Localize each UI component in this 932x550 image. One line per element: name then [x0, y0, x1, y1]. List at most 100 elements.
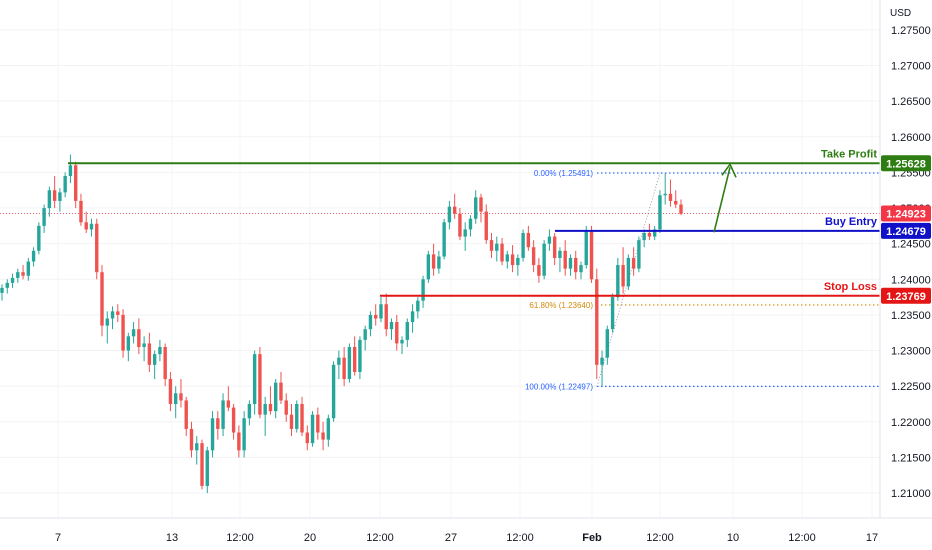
annotations[interactable] — [713, 162, 737, 233]
candle-body — [31, 250, 36, 262]
candle-body — [163, 346, 167, 380]
grid — [0, 0, 880, 518]
candle-body — [210, 418, 215, 451]
candle-body — [637, 240, 641, 269]
projection-arrow[interactable] — [713, 167, 731, 233]
candle-body — [484, 211, 488, 241]
price-tick-label: 1.24500 — [891, 239, 931, 251]
candle-body — [605, 329, 610, 358]
candle-body — [179, 393, 183, 401]
candle-body — [337, 357, 341, 365]
price-badge-label: 1.23769 — [886, 291, 926, 303]
candle-body — [5, 282, 9, 288]
candle-body — [479, 197, 483, 212]
candle-body — [42, 208, 46, 226]
candle-body — [389, 322, 394, 330]
candle-body — [537, 265, 541, 276]
candle-body — [384, 304, 388, 330]
candle-body — [195, 443, 199, 451]
candle-body — [516, 257, 520, 266]
candle-body — [647, 232, 652, 237]
candle-body — [652, 229, 657, 237]
candle-body — [474, 197, 478, 219]
candle-body — [405, 322, 409, 340]
level-label: Stop Loss — [824, 281, 877, 293]
candle-body — [95, 223, 99, 273]
candle-body — [631, 257, 636, 269]
candle-body — [326, 418, 331, 440]
candle-body — [247, 403, 252, 419]
candle-body — [358, 339, 362, 372]
time-tick-label: 10 — [727, 532, 739, 544]
price-badge-label: 1.24923 — [886, 209, 926, 221]
candle-body — [152, 354, 157, 365]
candle-body — [663, 193, 667, 196]
trade-levels[interactable]: Take Profit Buy Entry Stop Loss — [68, 148, 880, 297]
candle-body — [452, 206, 457, 214]
candle-body — [468, 218, 473, 230]
currency-label: USD — [890, 8, 911, 19]
price-axis[interactable]: 1.275001.270001.265001.260001.255001.250… — [891, 25, 931, 500]
candle-body — [89, 223, 94, 230]
candle-body — [116, 311, 120, 315]
price-badge-label: 1.25628 — [886, 158, 926, 170]
candle-body — [131, 329, 136, 337]
candle-body — [184, 400, 188, 429]
price-badge — [881, 205, 931, 222]
candle-body — [121, 314, 125, 351]
time-tick-label: 12:00 — [788, 532, 816, 544]
candle-body — [658, 195, 662, 230]
time-tick-label: 13 — [166, 532, 178, 544]
price-tick-label: 1.21500 — [891, 452, 931, 464]
time-tick-label: 17 — [866, 532, 878, 544]
candle-body — [16, 272, 20, 278]
candle-body — [542, 243, 546, 276]
candle-body — [147, 343, 152, 365]
time-tick-label: 12:00 — [646, 532, 674, 544]
candle-body — [258, 354, 262, 415]
candle-body — [410, 311, 415, 323]
candle-body — [379, 304, 383, 319]
candle-body — [200, 443, 204, 486]
time-axis[interactable]: 7 13 12:00 20 12:00 27 12:00 Feb 12:00 10 12:00 17 — [55, 532, 878, 544]
price-badge — [881, 222, 931, 239]
candle-body — [105, 318, 109, 326]
candle-body — [531, 247, 536, 266]
candle-body — [352, 346, 357, 372]
candlesticks — [0, 154, 683, 494]
candle-body — [347, 346, 352, 380]
candle-body — [252, 354, 257, 404]
time-tick-label: 12:00 — [366, 532, 394, 544]
candle-body — [416, 300, 420, 312]
candle-body — [10, 277, 15, 283]
candle-body — [589, 230, 594, 280]
candle-body — [58, 192, 62, 201]
candle-body — [363, 329, 367, 340]
candle-body — [495, 243, 499, 251]
candle-body — [137, 329, 141, 347]
time-tick-label: Feb — [582, 532, 602, 544]
candle-body — [231, 407, 236, 433]
candle-body — [100, 272, 104, 326]
candle-body — [21, 272, 25, 276]
candle-body — [679, 204, 683, 214]
candle-body — [279, 382, 283, 401]
candle-body — [374, 314, 378, 319]
candle-body — [558, 250, 562, 258]
candle-body — [263, 403, 267, 415]
candle-body — [642, 232, 646, 241]
candle-body — [205, 450, 209, 486]
candle-body — [173, 393, 178, 404]
time-tick-label: 12:00 — [226, 532, 254, 544]
price-tick-label: 1.27000 — [891, 61, 931, 73]
fib-level-label: 0.00% (1.25491) — [534, 169, 593, 178]
candle-body — [563, 250, 567, 269]
candle-body — [110, 311, 115, 319]
candle-body — [526, 232, 531, 248]
candle-body — [126, 336, 131, 351]
candle-body — [547, 236, 552, 244]
candle-body — [458, 213, 462, 237]
candle-body — [295, 403, 299, 429]
